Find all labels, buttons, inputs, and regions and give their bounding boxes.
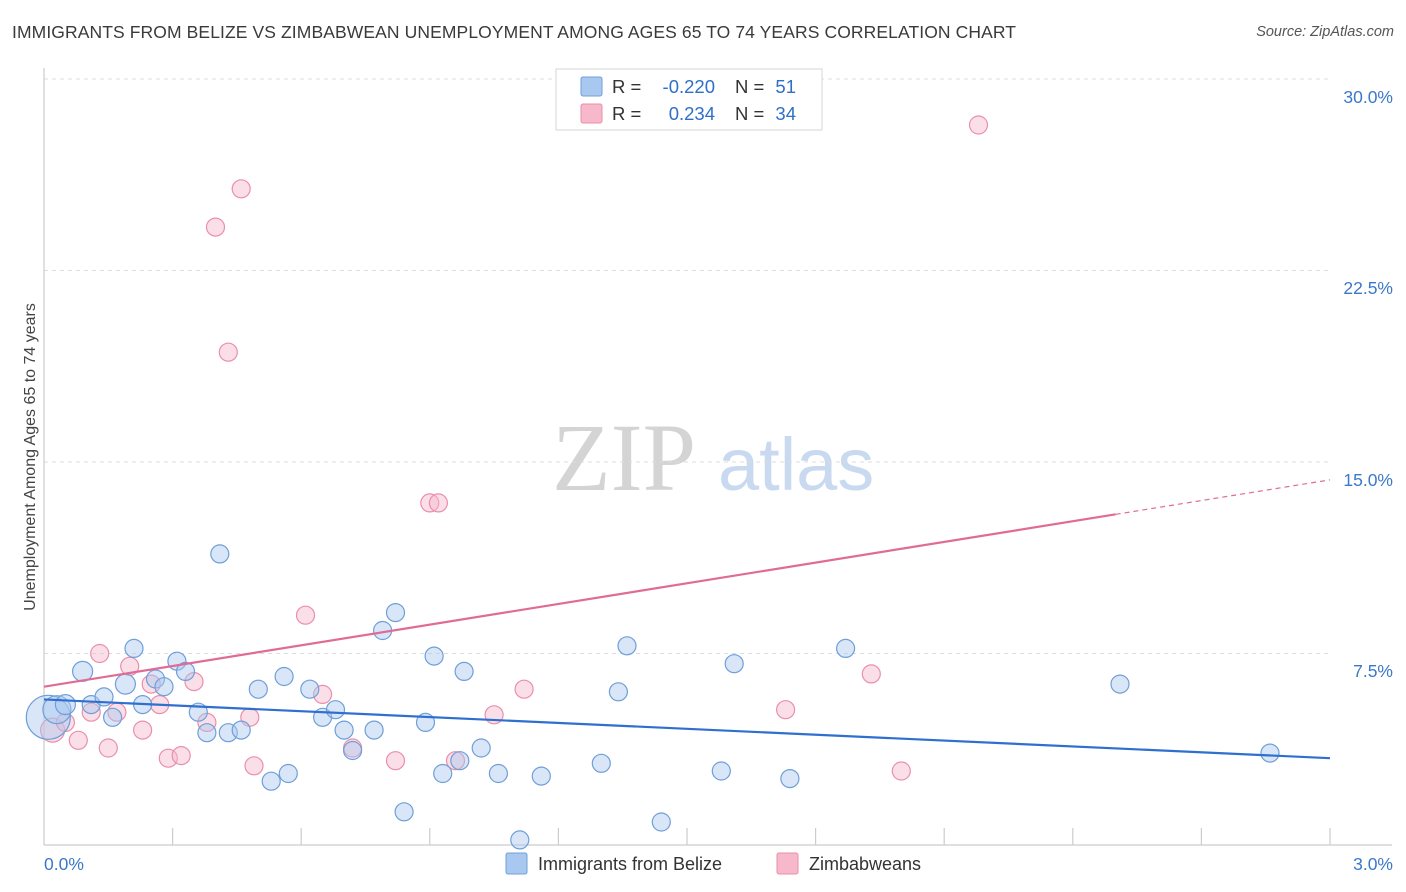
stats-legend-swatch-zim [580, 103, 603, 124]
source-credit: Source: ZipAtlas.com [1256, 24, 1394, 40]
data-point-belize-16 [210, 544, 230, 564]
data-point-belize-35 [450, 751, 470, 771]
data-point-belize-21 [274, 666, 294, 687]
data-point-zim-19 [244, 756, 264, 776]
y-tick-label-22.5: 22.5% [1343, 278, 1393, 298]
trend-line-zim [43, 513, 1116, 688]
data-point-belize-33 [424, 646, 444, 666]
data-point-belize-19 [248, 679, 268, 699]
y-tick-label-30: 30.0% [1343, 87, 1393, 107]
x-tick-label-max: 3.0% [1353, 854, 1393, 874]
data-point-belize-0 [25, 694, 71, 740]
data-point-zim-2 [68, 730, 88, 750]
data-point-belize-38 [488, 763, 508, 784]
data-point-zim-29 [775, 700, 796, 720]
data-point-belize-6 [102, 707, 123, 727]
data-point-belize-42 [608, 682, 629, 702]
data-point-zim-16 [218, 342, 238, 362]
data-point-belize-36 [454, 661, 474, 682]
stats-legend-n-label-zim: N = [735, 103, 764, 124]
data-point-zim-30 [861, 664, 881, 684]
data-point-belize-28 [364, 720, 384, 740]
data-point-belize-34 [433, 763, 453, 784]
data-point-belize-49 [1110, 674, 1130, 694]
data-point-belize-45 [711, 761, 731, 781]
data-point-belize-27 [343, 740, 363, 761]
stats-legend-r-value-zim: 0.234 [669, 103, 715, 124]
bottom-legend: Immigrants from Belize Zimbabweans [505, 852, 921, 875]
stats-legend-n-value-zim: 34 [775, 103, 796, 124]
stats-legend-r-label-zim: R = [612, 103, 641, 124]
bottom-legend-swatch-zim [776, 852, 799, 875]
stats-legend-n-value-belize: 51 [775, 76, 796, 97]
stats-legend: R = -0.220 N = 51 R = 0.234 N = 34 [555, 68, 823, 131]
data-point-belize-31 [394, 802, 414, 822]
stats-legend-r-value-belize: -0.220 [663, 76, 715, 97]
data-point-belize-15 [197, 723, 217, 743]
stats-legend-swatch-belize [580, 76, 603, 97]
data-point-zim-21 [313, 684, 333, 705]
data-point-belize-25 [325, 700, 346, 720]
x-tick-label-min: 0.0% [44, 854, 84, 874]
y-axis-title: Unemployment Among Ages 65 to 74 years [22, 303, 39, 611]
data-point-belize-40 [531, 766, 551, 786]
data-point-belize-50 [1260, 743, 1280, 763]
data-point-belize-26 [334, 720, 354, 740]
data-point-belize-47 [780, 768, 800, 789]
data-point-belize-2 [54, 693, 77, 716]
trend-line-belize [43, 698, 1331, 760]
stats-legend-n-label-belize: N = [735, 76, 764, 97]
trend-line-zim-extension [1115, 479, 1331, 515]
data-point-zim-17 [231, 179, 251, 199]
watermark-zip: ZIP [552, 404, 696, 511]
data-point-belize-44 [651, 812, 671, 832]
data-point-belize-46 [724, 654, 744, 674]
bottom-legend-label-belize: Immigrants from Belize [538, 854, 722, 874]
data-point-zim-31 [891, 761, 911, 781]
data-point-zim-20 [295, 605, 316, 625]
stats-legend-r-label-belize: R = [612, 76, 641, 97]
series-belize [25, 544, 1280, 850]
y-tick-label-15: 15.0% [1343, 470, 1393, 490]
data-point-belize-37 [471, 738, 491, 758]
data-point-zim-25 [428, 493, 448, 513]
data-point-zim-32 [968, 115, 989, 135]
bottom-legend-swatch-belize [505, 852, 528, 875]
series-layer [25, 115, 1280, 850]
chart-title: IMMIGRANTS FROM BELIZE VS ZIMBABWEAN UNE… [12, 22, 1017, 42]
data-point-belize-48 [835, 638, 856, 659]
trend-layer [43, 479, 1331, 760]
data-point-zim-5 [98, 738, 118, 758]
data-point-belize-8 [124, 638, 144, 659]
data-point-zim-3 [81, 702, 101, 722]
data-point-belize-22 [278, 763, 298, 784]
data-point-belize-11 [154, 677, 174, 697]
data-point-belize-39 [510, 830, 530, 850]
data-point-belize-7 [114, 673, 137, 695]
data-point-belize-30 [385, 602, 406, 623]
data-point-zim-8 [133, 720, 153, 740]
bottom-legend-label-zim: Zimbabweans [809, 854, 921, 874]
data-point-zim-12 [171, 745, 191, 766]
data-point-belize-18 [231, 720, 251, 740]
data-point-belize-43 [617, 636, 637, 656]
grid-layer [44, 78, 1330, 654]
watermark-atlas: atlas [718, 423, 874, 506]
data-point-belize-20 [261, 771, 281, 791]
y-tick-label-7.5: 7.5% [1353, 661, 1393, 681]
data-point-zim-23 [385, 751, 406, 771]
data-point-belize-23 [300, 679, 320, 699]
data-point-belize-13 [175, 661, 196, 682]
data-point-zim-26 [445, 751, 466, 771]
data-point-zim-15 [205, 217, 226, 237]
data-point-belize-41 [591, 753, 611, 773]
data-point-zim-28 [514, 679, 534, 699]
data-point-zim-4 [90, 643, 110, 664]
